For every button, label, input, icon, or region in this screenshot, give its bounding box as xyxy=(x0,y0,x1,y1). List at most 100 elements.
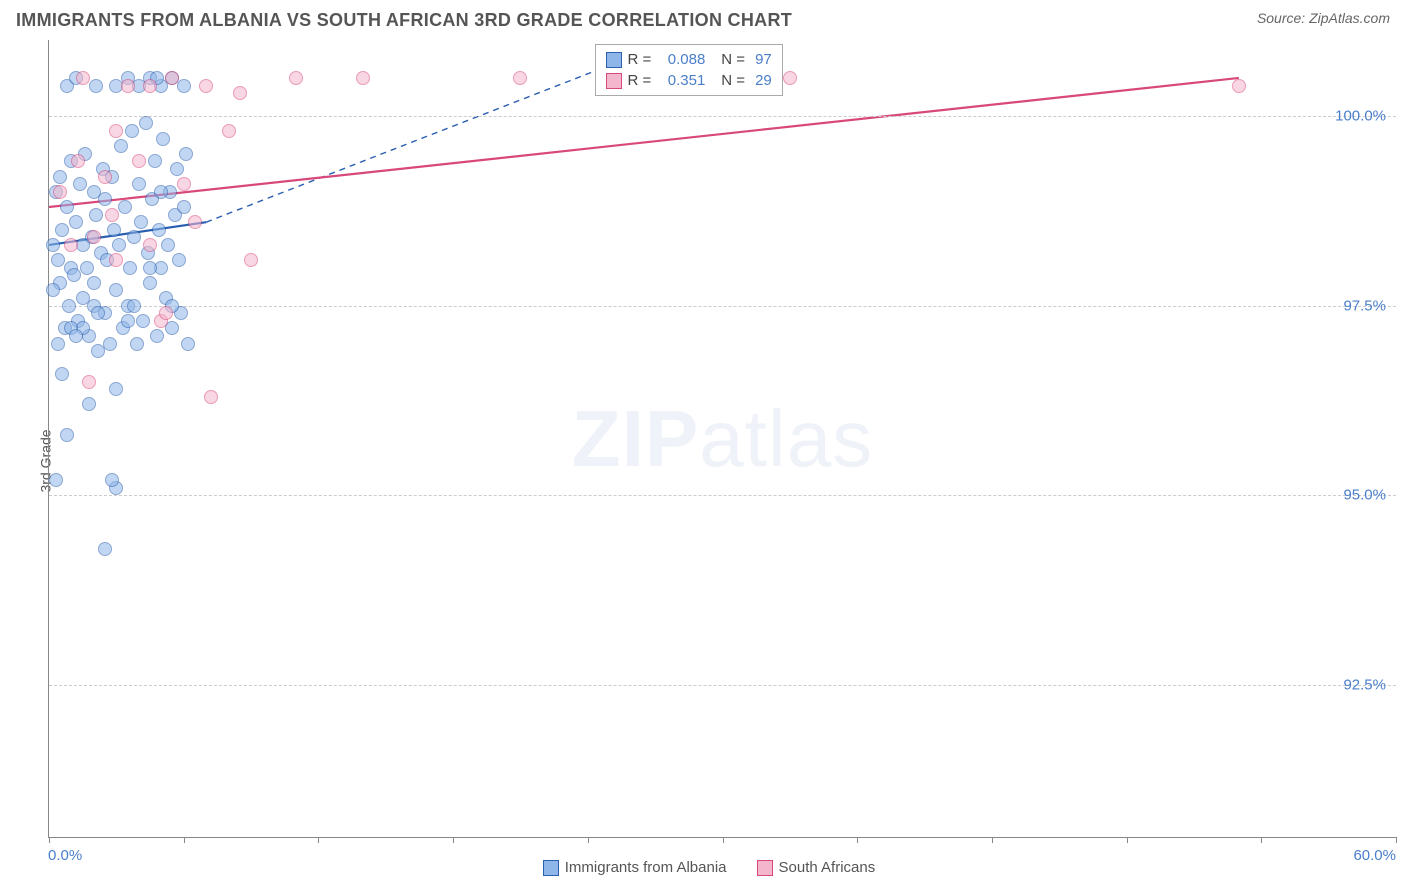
stat-r-label: R = xyxy=(628,72,652,89)
data-point-safrica xyxy=(98,170,112,184)
data-point-albania xyxy=(127,230,141,244)
data-point-safrica xyxy=(233,86,247,100)
data-point-safrica xyxy=(109,253,123,267)
data-point-safrica xyxy=(53,185,67,199)
data-point-albania xyxy=(60,200,74,214)
x-tick xyxy=(1396,837,1397,843)
stat-n-value-albania: 97 xyxy=(755,51,772,68)
data-point-albania xyxy=(55,367,69,381)
data-point-albania xyxy=(98,542,112,556)
data-point-albania xyxy=(91,306,105,320)
data-point-albania xyxy=(67,268,81,282)
data-point-albania xyxy=(148,154,162,168)
data-point-safrica xyxy=(121,79,135,93)
stat-n-label: N = xyxy=(721,72,745,89)
data-point-albania xyxy=(98,192,112,206)
watermark: ZIPatlas xyxy=(572,393,873,485)
data-point-albania xyxy=(105,473,119,487)
data-point-albania xyxy=(156,132,170,146)
data-point-albania xyxy=(49,473,63,487)
data-point-albania xyxy=(46,283,60,297)
data-point-safrica xyxy=(222,124,236,138)
data-point-albania xyxy=(51,337,65,351)
data-point-safrica xyxy=(105,208,119,222)
data-point-albania xyxy=(177,200,191,214)
data-point-safrica xyxy=(109,124,123,138)
stat-r-value-albania: 0.088 xyxy=(657,51,705,68)
data-point-safrica xyxy=(143,79,157,93)
legend-item-albania: Immigrants from Albania xyxy=(543,859,727,876)
swatch-safrica xyxy=(757,860,773,876)
x-tick xyxy=(992,837,993,843)
chart-title: IMMIGRANTS FROM ALBANIA VS SOUTH AFRICAN… xyxy=(16,10,792,31)
data-point-albania xyxy=(89,79,103,93)
legend-item-safrica: South Africans xyxy=(757,859,876,876)
data-point-albania xyxy=(55,223,69,237)
data-point-albania xyxy=(181,337,195,351)
data-point-albania xyxy=(69,329,83,343)
legend-label-safrica: South Africans xyxy=(779,859,876,876)
data-point-safrica xyxy=(199,79,213,93)
data-point-albania xyxy=(107,223,121,237)
source-attribution: Source: ZipAtlas.com xyxy=(1257,10,1390,26)
data-point-albania xyxy=(143,276,157,290)
x-tick xyxy=(723,837,724,843)
watermark-atlas: atlas xyxy=(699,394,873,483)
data-point-albania xyxy=(143,261,157,275)
data-point-albania xyxy=(130,337,144,351)
stat-n-value-safrica: 29 xyxy=(755,72,772,89)
y-tick-label: 92.5% xyxy=(1343,677,1386,694)
data-point-safrica xyxy=(188,215,202,229)
legend-label-albania: Immigrants from Albania xyxy=(565,859,727,876)
data-point-albania xyxy=(60,428,74,442)
data-point-albania xyxy=(134,215,148,229)
data-point-albania xyxy=(154,185,168,199)
stat-swatch-safrica xyxy=(606,73,622,89)
data-point-safrica xyxy=(143,238,157,252)
data-point-albania xyxy=(121,314,135,328)
data-point-safrica xyxy=(76,71,90,85)
data-point-albania xyxy=(109,283,123,297)
data-point-safrica xyxy=(513,71,527,85)
data-point-albania xyxy=(139,116,153,130)
data-point-albania xyxy=(125,124,139,138)
data-point-albania xyxy=(62,299,76,313)
y-tick-label: 97.5% xyxy=(1343,297,1386,314)
data-point-safrica xyxy=(289,71,303,85)
chart-container: 3rd Grade ZIPatlas R =0.088N =97R =0.351… xyxy=(22,40,1396,882)
gridline-h xyxy=(49,116,1396,117)
data-point-albania xyxy=(118,200,132,214)
data-point-safrica xyxy=(82,375,96,389)
x-tick xyxy=(318,837,319,843)
stat-n-label: N = xyxy=(721,51,745,68)
data-point-safrica xyxy=(87,230,101,244)
gridline-h xyxy=(49,306,1396,307)
x-tick xyxy=(588,837,589,843)
trend-lines-layer xyxy=(49,40,1396,837)
data-point-albania xyxy=(87,276,101,290)
data-point-albania xyxy=(46,238,60,252)
data-point-safrica xyxy=(132,154,146,168)
y-tick-label: 100.0% xyxy=(1335,107,1386,124)
data-point-safrica xyxy=(177,177,191,191)
x-tick xyxy=(1261,837,1262,843)
data-point-albania xyxy=(172,253,186,267)
x-tick xyxy=(857,837,858,843)
data-point-safrica xyxy=(159,306,173,320)
data-point-safrica xyxy=(204,390,218,404)
data-point-albania xyxy=(114,139,128,153)
gridline-h xyxy=(49,685,1396,686)
gridline-h xyxy=(49,495,1396,496)
plot-area: ZIPatlas R =0.088N =97R =0.351N =29 92.5… xyxy=(48,40,1396,838)
stat-swatch-albania xyxy=(606,52,622,68)
data-point-albania xyxy=(89,208,103,222)
data-point-albania xyxy=(112,238,126,252)
data-point-albania xyxy=(51,253,65,267)
stat-row-safrica: R =0.351N =29 xyxy=(596,70,782,91)
data-point-albania xyxy=(170,162,184,176)
data-point-albania xyxy=(136,314,150,328)
x-tick xyxy=(49,837,50,843)
data-point-albania xyxy=(69,215,83,229)
data-point-albania xyxy=(73,177,87,191)
data-point-safrica xyxy=(165,71,179,85)
